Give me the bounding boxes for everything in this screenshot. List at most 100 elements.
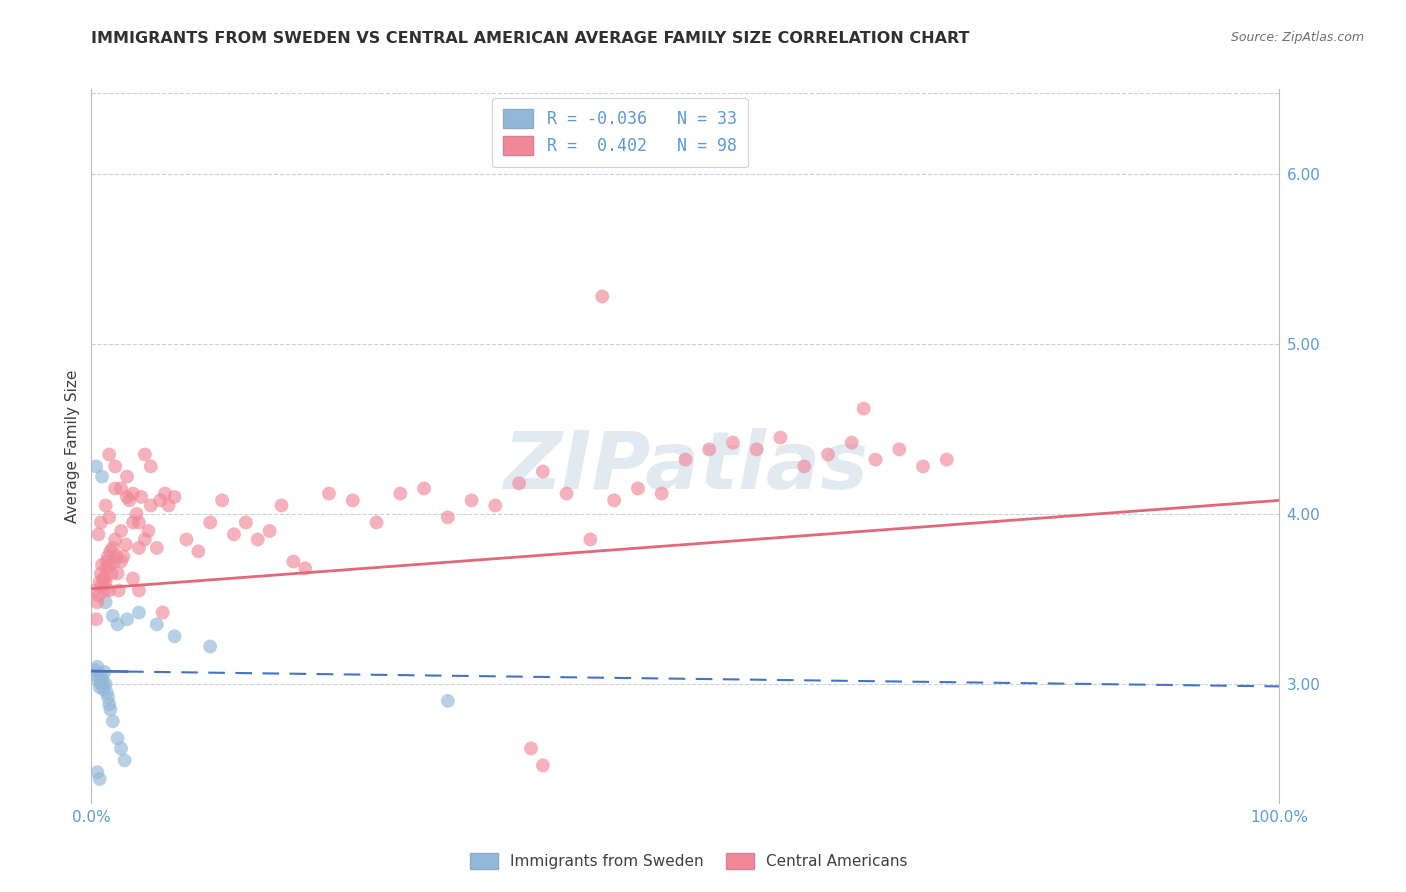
Point — [98, 510, 121, 524]
Point — [531, 758, 554, 772]
Point — [86, 595, 108, 609]
Point — [157, 499, 180, 513]
Point — [125, 507, 148, 521]
Point — [128, 541, 150, 555]
Point — [91, 578, 114, 592]
Point — [87, 589, 110, 603]
Point — [841, 435, 863, 450]
Point — [104, 482, 127, 496]
Point — [90, 516, 112, 530]
Point — [107, 731, 129, 746]
Point — [86, 660, 108, 674]
Point — [128, 583, 150, 598]
Point — [93, 665, 115, 679]
Point — [96, 685, 118, 699]
Point — [122, 572, 145, 586]
Point — [90, 668, 112, 682]
Point — [90, 677, 112, 691]
Point — [436, 694, 458, 708]
Point — [122, 486, 145, 500]
Point — [110, 524, 132, 538]
Legend: Immigrants from Sweden, Central Americans: Immigrants from Sweden, Central American… — [464, 847, 914, 875]
Point — [149, 493, 172, 508]
Point — [769, 430, 792, 444]
Point — [107, 617, 129, 632]
Point — [87, 673, 110, 688]
Point — [889, 442, 911, 457]
Point — [187, 544, 209, 558]
Point — [176, 533, 198, 547]
Point — [200, 516, 222, 530]
Point — [139, 499, 162, 513]
Point — [318, 486, 340, 500]
Point — [145, 541, 167, 555]
Point — [389, 486, 412, 500]
Point — [235, 516, 257, 530]
Point — [342, 493, 364, 508]
Point — [94, 499, 117, 513]
Point — [153, 486, 176, 500]
Point — [97, 690, 120, 705]
Point — [84, 583, 107, 598]
Point — [87, 527, 110, 541]
Point — [651, 486, 673, 500]
Point — [91, 469, 114, 483]
Point — [128, 516, 150, 530]
Point — [544, 816, 567, 830]
Point — [84, 459, 107, 474]
Point — [793, 459, 815, 474]
Point — [366, 516, 388, 530]
Point — [112, 549, 135, 564]
Point — [100, 702, 122, 716]
Point — [603, 493, 626, 508]
Point — [745, 442, 768, 457]
Point — [110, 555, 132, 569]
Point — [104, 533, 127, 547]
Point — [90, 566, 112, 581]
Point — [110, 482, 132, 496]
Point — [911, 459, 934, 474]
Point — [436, 510, 458, 524]
Point — [101, 714, 124, 729]
Point — [110, 741, 132, 756]
Y-axis label: Average Family Size: Average Family Size — [65, 369, 80, 523]
Point — [115, 469, 138, 483]
Point — [259, 524, 281, 538]
Point — [89, 680, 111, 694]
Point — [104, 459, 127, 474]
Point — [520, 741, 543, 756]
Point — [93, 583, 115, 598]
Text: IMMIGRANTS FROM SWEDEN VS CENTRAL AMERICAN AVERAGE FAMILY SIZE CORRELATION CHART: IMMIGRANTS FROM SWEDEN VS CENTRAL AMERIC… — [91, 31, 970, 46]
Point — [591, 289, 613, 303]
Point — [98, 448, 121, 462]
Point — [128, 606, 150, 620]
Point — [134, 448, 156, 462]
Point — [96, 561, 118, 575]
Point — [413, 482, 436, 496]
Point — [115, 490, 138, 504]
Text: Source: ZipAtlas.com: Source: ZipAtlas.com — [1230, 31, 1364, 45]
Point — [508, 476, 530, 491]
Point — [246, 533, 269, 547]
Point — [100, 544, 122, 558]
Point — [555, 486, 578, 500]
Point — [84, 668, 107, 682]
Point — [852, 401, 875, 416]
Point — [86, 765, 108, 780]
Point — [200, 640, 222, 654]
Point — [865, 452, 887, 467]
Point — [84, 612, 107, 626]
Point — [697, 442, 720, 457]
Point — [96, 555, 118, 569]
Point — [91, 558, 114, 572]
Point — [460, 493, 482, 508]
Point — [91, 572, 114, 586]
Point — [163, 629, 186, 643]
Point — [101, 608, 124, 623]
Point — [152, 606, 174, 620]
Point — [163, 490, 186, 504]
Point — [89, 772, 111, 786]
Point — [93, 572, 115, 586]
Point — [98, 558, 121, 572]
Point — [94, 677, 117, 691]
